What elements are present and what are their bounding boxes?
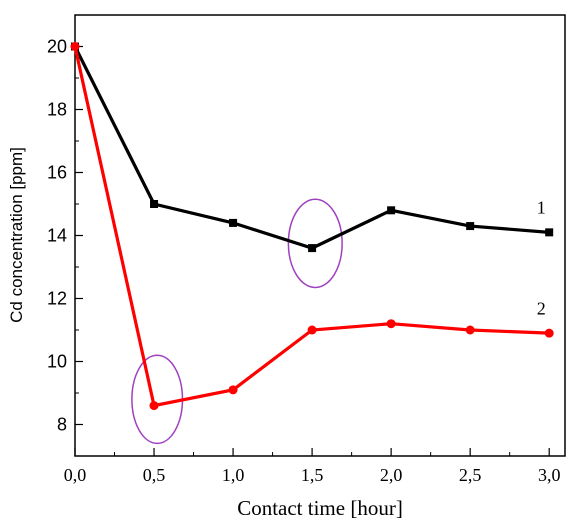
series-1-point [308, 244, 317, 253]
x-tick-label: 2,0 [380, 465, 403, 485]
series-1-point [387, 206, 396, 215]
series-2-label: 2 [537, 298, 546, 318]
x-tick-label: 0,5 [143, 465, 166, 485]
plot-frame [74, 14, 566, 457]
series-2-point [70, 42, 80, 51]
annotation-ellipse [287, 198, 343, 289]
series-2-point [149, 401, 159, 411]
series-1-point [229, 218, 238, 227]
y-tick-label: 10 [47, 352, 67, 372]
x-axis-title: Contact time [hour] [237, 496, 403, 520]
series-2-point [307, 325, 317, 335]
series-2-point [544, 328, 554, 338]
series-1-label: 1 [537, 197, 546, 217]
series-1-point [545, 228, 554, 237]
series-2-point [228, 385, 238, 395]
y-tick-label: 12 [47, 289, 67, 309]
x-tick-label: 0,0 [64, 465, 87, 485]
annotation-ellipses [131, 198, 343, 445]
x-tick-label: 1,0 [222, 465, 245, 485]
y-tick-label: 14 [47, 226, 67, 246]
x-tick-label: 2,5 [459, 465, 482, 485]
series-2-point [386, 319, 396, 329]
series-1-line [73, 45, 550, 250]
series-2-point [465, 325, 475, 335]
series-1-point [466, 222, 475, 231]
y-tick-label: 16 [47, 163, 67, 183]
x-tick-label: 3,0 [538, 465, 561, 485]
series-1-point [150, 200, 159, 208]
series-lines: 12 [70, 42, 554, 411]
y-tick-label: 20 [47, 37, 67, 57]
y-tick-label: 8 [57, 415, 67, 435]
x-tick-label: 1,5 [301, 465, 324, 485]
annotation-ellipse [131, 354, 184, 445]
y-axis-title: Cd concentration [ppm] [7, 147, 26, 323]
y-tick-label: 18 [47, 100, 67, 120]
